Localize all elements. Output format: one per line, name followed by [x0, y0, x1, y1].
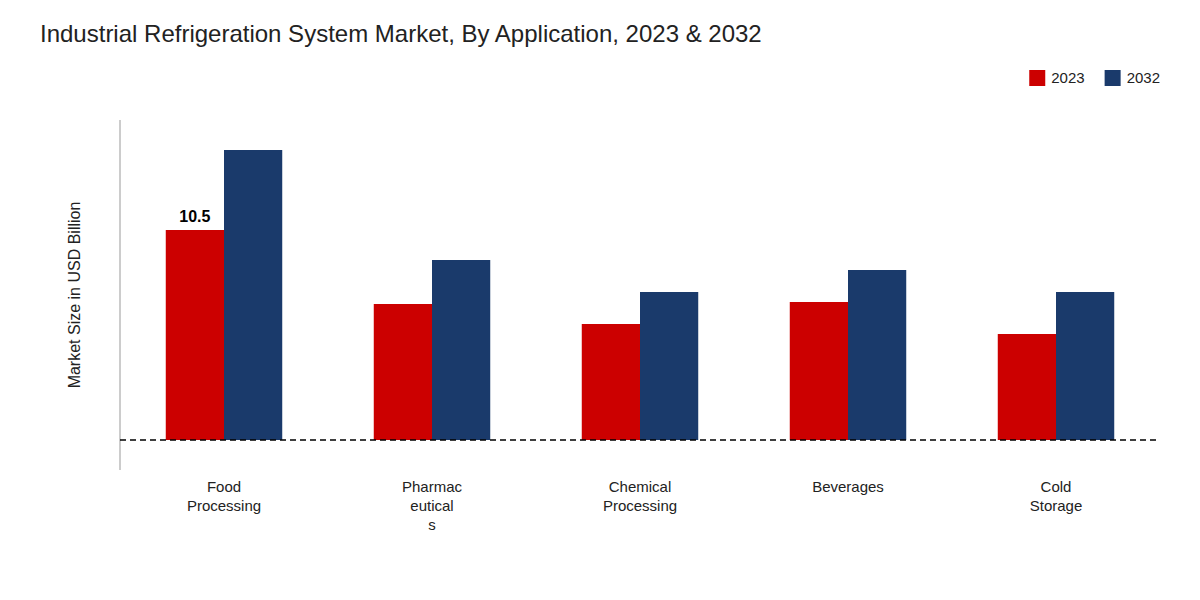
legend-swatch [1105, 70, 1121, 86]
x-tick-label-line: Storage [1030, 497, 1083, 514]
legend: 2032 2023 [1029, 69, 1160, 86]
bar [432, 260, 490, 440]
x-tick-label: Food Processing [187, 478, 261, 514]
x-tick-label-line: Cold [1041, 478, 1072, 495]
bar [848, 270, 906, 440]
x-tick-label: Chemical Processing [603, 478, 677, 514]
bar [790, 302, 848, 440]
x-tick-label-line: Pharmac [402, 478, 463, 495]
x-tick-label: Pharmac eutical s [402, 478, 463, 533]
bar [1056, 292, 1114, 440]
x-tick-label: Beverages [812, 478, 884, 495]
legend-label: 2023 [1051, 69, 1084, 86]
x-tick-label-line: s [428, 516, 436, 533]
bar [582, 324, 640, 440]
legend-swatch [1029, 70, 1045, 86]
bar [374, 304, 432, 440]
x-tick-label-line: eutical [410, 497, 453, 514]
bar [224, 150, 282, 440]
chart: Industrial Refrigeration System Market, … [0, 0, 1200, 600]
x-tick-label-line: Chemical [609, 478, 672, 495]
y-axis-line [120, 120, 121, 470]
bar [166, 230, 224, 440]
x-tick-label-line: Processing [187, 497, 261, 514]
baseline [120, 439, 1160, 440]
bar [640, 292, 698, 440]
x-tick-label-line: Beverages [812, 478, 884, 495]
x-tick-label-line: Food [207, 478, 241, 495]
bar [998, 334, 1056, 440]
x-tick-label: Cold Storage [1030, 478, 1083, 514]
x-tick-label-line: Processing [603, 497, 677, 514]
y-axis-label: Market Size in USD Billion [66, 202, 83, 389]
bars [166, 150, 1114, 440]
annotation: 10.5 [179, 208, 210, 225]
title: Industrial Refrigeration System Market, … [40, 20, 762, 47]
legend-label: 2032 [1127, 69, 1160, 86]
